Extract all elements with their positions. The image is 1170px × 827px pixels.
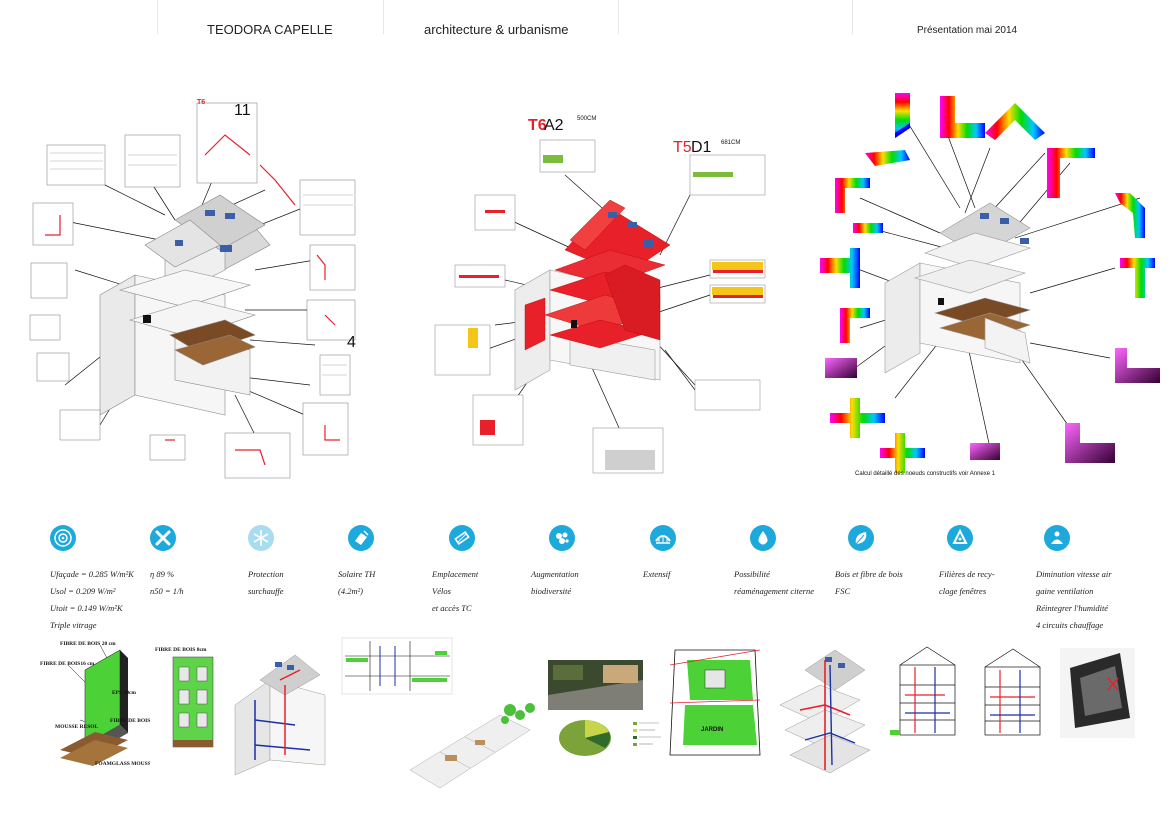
bicycle-rack-icon: [449, 525, 475, 551]
detail-a-suffix: A2: [544, 117, 564, 134]
feature-line: biodiversité: [531, 586, 572, 596]
biodiversity-pie: [555, 712, 665, 762]
site-photo: [548, 660, 643, 710]
feature-line: Ufaçade = 0.285 W/m²K: [50, 569, 134, 579]
feature-line: surchauffe: [248, 586, 284, 596]
feature-line: Solaire TH: [338, 569, 376, 579]
facade-label: FIBRE DE BOIS 8cm: [155, 647, 207, 653]
section-drawing: [340, 636, 455, 696]
fan-icon: [150, 525, 176, 551]
thermal-bridge-panel: Calcul détaillé des noeuds constructifs …: [815, 88, 1165, 488]
biodiversity-icon: [549, 525, 575, 551]
solar-panel-icon: [348, 525, 374, 551]
feature-text: Solaire TH (4.2m²): [338, 566, 478, 600]
exploded-axonometric-details: T6 11 4: [25, 95, 375, 485]
discipline: architecture & urbanisme: [424, 22, 569, 37]
presentation-date: Présentation mai 2014: [917, 25, 1018, 36]
axonometric-drawing: T6 11 4: [29, 99, 356, 479]
airflow-simulation: [1060, 648, 1135, 738]
detail-number-top: 11: [234, 102, 251, 119]
feature-line: réaménagement citerne: [734, 586, 815, 596]
garden-label: JARDIN: [701, 727, 723, 733]
heating-circuits-axonometric: [770, 645, 880, 785]
water-drop-icon: [750, 525, 776, 551]
layer-label: EPS 10cm: [112, 690, 136, 696]
detail-b-suffix: D1: [691, 139, 712, 156]
feature-line: Triple vitrage: [50, 620, 97, 630]
feature-line: n50 = 1/h: [150, 586, 184, 596]
detail-b-code: T5: [673, 139, 692, 156]
feature-line: Réintegrer l'humidité: [1036, 603, 1109, 613]
feature-line: (4.2m²): [338, 586, 363, 596]
header: TEODORA CAPELLE architecture & urbanisme…: [0, 0, 1170, 40]
feature-line: clage fenêtres: [939, 586, 987, 596]
feature-line: Extensif: [643, 569, 671, 579]
insulation-layers-diagram: FIBRE DE BOIS 20 cm FIBRE DE BOIS16 cm E…: [40, 640, 166, 780]
target-icon: [50, 525, 76, 551]
person-comfort-icon: [1044, 525, 1070, 551]
feature-line: Vélos: [432, 586, 451, 596]
feature-line: Possibilité: [734, 569, 770, 579]
feature-text: Diminution vitesse air gaine ventilation…: [1036, 566, 1170, 634]
feature-text: Filières de recy- clage fenêtres: [939, 566, 1079, 600]
layer-label: MOUSSE RESOL: [55, 724, 99, 730]
detail-number-right: 4: [347, 334, 356, 351]
layer-label: FIBRE DE BOIS 20 cm: [60, 641, 116, 647]
feature-line: Bois et fibre de bois: [835, 569, 903, 579]
feature-line: FSC: [835, 586, 851, 596]
layer-label: FIBRE DE BOIS16 cm: [40, 661, 95, 667]
layer-label: FIBRE DE BOIS 20 cm: [110, 718, 150, 724]
building-section-right: [975, 645, 1060, 740]
recycle-icon: [947, 525, 973, 551]
ground-plan-axonometric: [409, 700, 550, 795]
feature-text: Protection surchauffe: [248, 566, 388, 600]
services-axonometric: [225, 650, 345, 780]
insulation-exploded-view: T6 A2 500CM T5 D1 681CM: [425, 100, 785, 485]
feature-line: Diminution vitesse air: [1036, 569, 1112, 579]
feature-text: Bois et fibre de bois FSC: [835, 566, 975, 600]
garden-plan: JARDIN: [665, 645, 765, 760]
facade-insulation-view: FIBRE DE BOIS 8cm: [155, 645, 225, 755]
feature-line: Protection: [248, 569, 284, 579]
feature-text: Augmentation biodiversité: [531, 566, 671, 600]
feature-text: Possibilité réaménagement citerne: [734, 566, 874, 600]
feature-line: gaine ventilation: [1036, 586, 1094, 596]
detail-a-code: T6: [528, 117, 547, 134]
feature-text: Ufaçade = 0.285 W/m²K Usol = 0.209 W/m² …: [50, 566, 190, 634]
feature-row: Ufaçade = 0.285 W/m²K Usol = 0.209 W/m² …: [0, 520, 1170, 630]
layer-label: FOAMGLASS MOUSSE: [95, 761, 150, 767]
building-section-left: [885, 645, 975, 740]
author-name: TEODORA CAPELLE: [207, 22, 333, 37]
feature-text: η 89 % n50 = 1/h: [150, 566, 290, 600]
green-roof-icon: [650, 525, 676, 551]
snowflake-icon: [248, 525, 274, 551]
feature-line: Emplacement: [432, 569, 479, 579]
insulation-drawing: T6 A2 500CM T5 D1 681CM: [434, 116, 766, 474]
header-divider: [383, 0, 384, 34]
feature-line: Augmentation: [531, 569, 579, 579]
feature-text: Extensif: [643, 566, 783, 583]
feature-line: Filières de recy-: [939, 569, 995, 579]
feature-line: η 89 %: [150, 569, 175, 579]
feature-text: Emplacement Vélos et accès TC: [432, 566, 572, 617]
feature-line: et accès TC: [432, 603, 472, 613]
thermal-bridge-drawing: Calcul détaillé des noeuds constructifs …: [820, 93, 1160, 477]
leaf-icon: [848, 525, 874, 551]
detail-b-ref: 681CM: [721, 140, 740, 146]
detail-a-ref: 500CM: [577, 116, 596, 122]
header-divider: [157, 0, 158, 34]
detail-code: T6: [197, 99, 205, 106]
feature-line: 4 circuits chauffage: [1036, 620, 1104, 630]
thermal-caption: Calcul détaillé des noeuds constructifs …: [855, 471, 996, 477]
feature-line: Utoit = 0.149 W/m²K: [50, 603, 123, 613]
header-divider: [852, 0, 853, 34]
feature-line: Usol = 0.209 W/m²: [50, 586, 116, 596]
header-divider: [618, 0, 619, 34]
